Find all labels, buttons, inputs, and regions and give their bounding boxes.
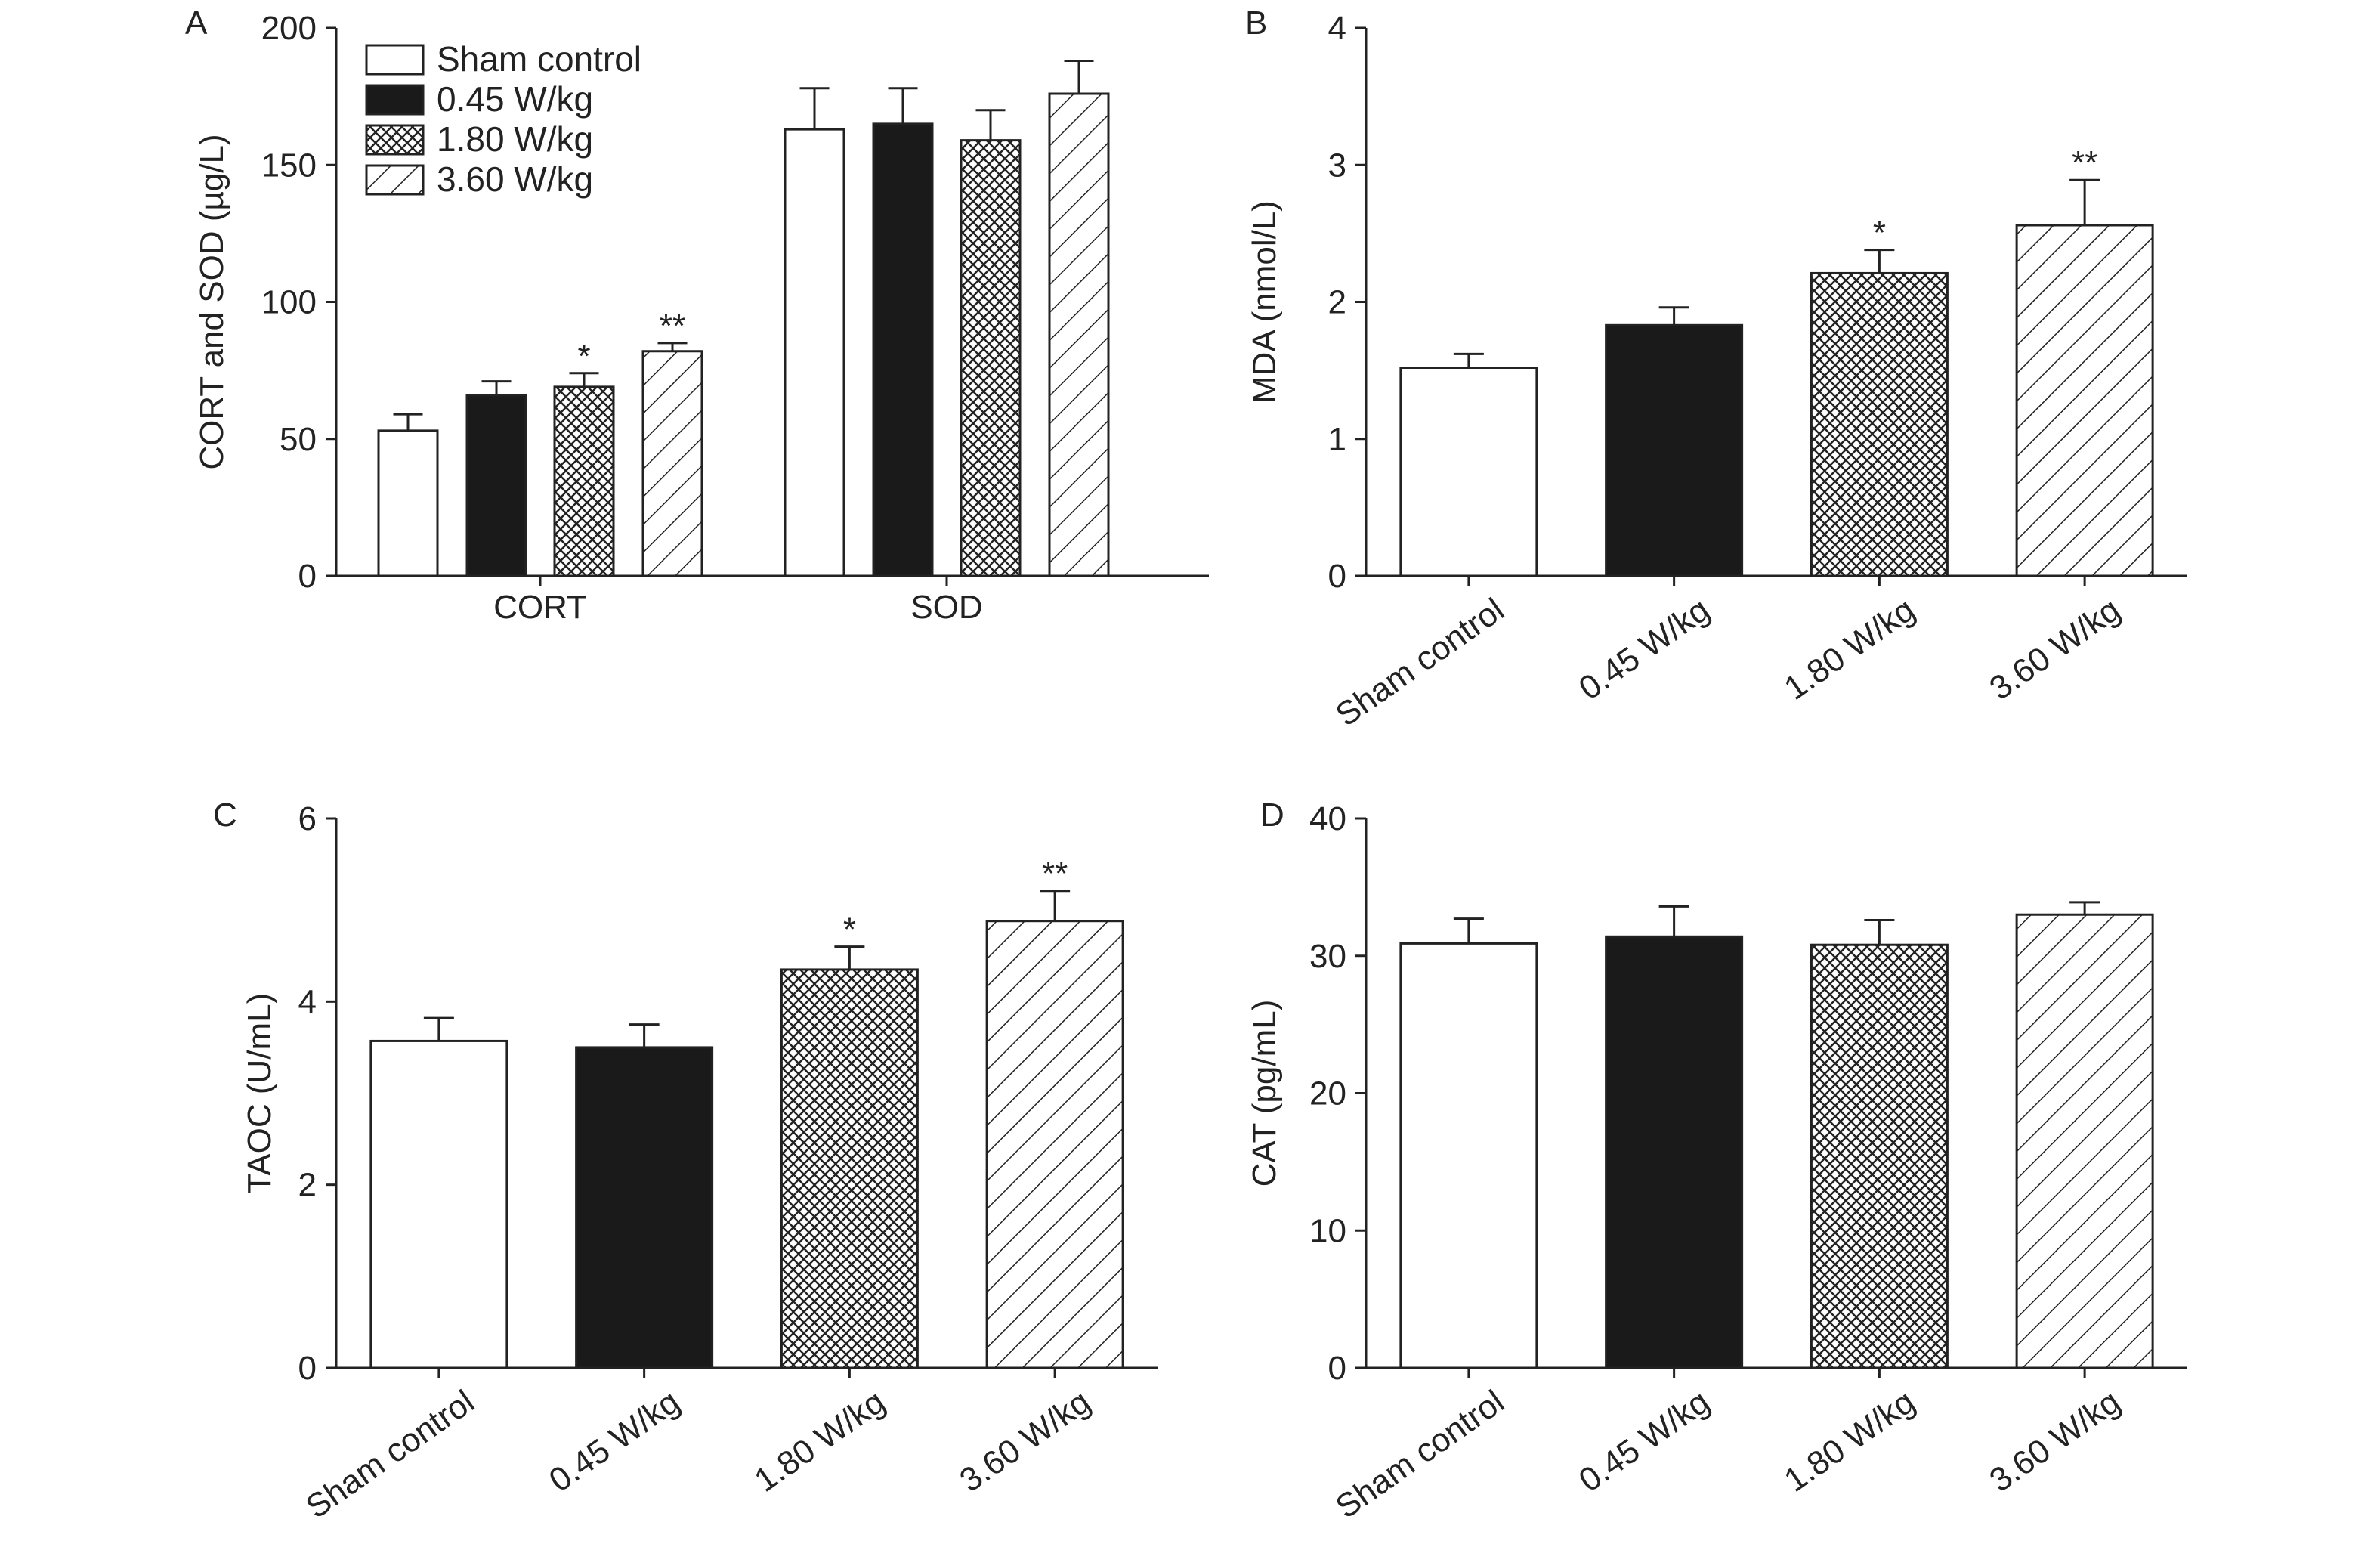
y-axis-label: CORT and SOD (µg/L): [193, 134, 230, 469]
y-tick-label: 0: [1328, 558, 1346, 595]
panel-label: B: [1245, 5, 1267, 42]
legend-label: 3.60 W/kg: [437, 159, 593, 199]
bar: [641, 350, 703, 577]
bar: [872, 122, 934, 577]
bar: [2015, 224, 2154, 577]
bar: [960, 139, 1022, 577]
bar: [1048, 92, 1110, 577]
y-tick-label: 30: [1309, 938, 1346, 975]
y-tick-label: 10: [1309, 1212, 1346, 1249]
bar: [369, 1039, 508, 1369]
bar: [1810, 943, 1949, 1369]
x-tick-label-0-45-w-kg: 0.45 W/kg: [1572, 591, 1716, 707]
y-tick-label: 100: [261, 284, 317, 321]
panel-b: 0 1 2 3 4 MDA (nmol/L) B Sham control 0.45 W/kg *…: [1245, 5, 2187, 734]
bar: [784, 128, 845, 577]
significance-label: *: [843, 911, 856, 948]
panel-label: A: [185, 5, 208, 42]
legend-label: 1.80 W/kg: [437, 119, 593, 159]
bar: [1605, 323, 1744, 577]
y-tick-label: 0: [298, 558, 317, 595]
legend-swatch: [365, 124, 425, 156]
panel-label: C: [213, 797, 237, 834]
bar: [575, 1046, 714, 1369]
panel-c: 0 2 4 6 TAOC (U/mL) C Sham control 0.45 W/kg * 1.…: [213, 797, 1158, 1526]
x-tick-label-1-80-w-kg: 1.80 W/kg: [748, 1383, 892, 1499]
y-tick-label: 0: [298, 1350, 317, 1387]
x-tick-label-3-60-w-kg: 3.60 W/kg: [1983, 1383, 2126, 1499]
bar: [553, 385, 615, 577]
bar: [1605, 935, 1744, 1369]
y-tick-label: 1: [1328, 421, 1346, 458]
y-axis-label: TAOC (U/mL): [241, 993, 278, 1194]
x-tick-label-3-60-w-kg: 3.60 W/kg: [1983, 591, 2126, 707]
significance-label: *: [577, 338, 590, 375]
x-tick-label-sham-control: Sham control: [299, 1383, 481, 1526]
significance-label: **: [1042, 855, 1068, 893]
panel-label: D: [1260, 797, 1284, 834]
bar: [465, 394, 527, 577]
x-tick-label-1-80-w-kg: 1.80 W/kg: [1778, 1383, 1921, 1499]
legend-swatch: [365, 84, 425, 116]
x-tick-label-3-60-w-kg: 3.60 W/kg: [953, 1383, 1096, 1499]
y-tick-label: 150: [261, 147, 317, 184]
bar: [1399, 367, 1538, 577]
legend-swatch: [365, 44, 425, 76]
y-tick-label: 3: [1328, 147, 1346, 184]
bar: [1810, 271, 1949, 577]
bar: [1399, 942, 1538, 1369]
bar: [780, 968, 919, 1369]
y-axis-label: MDA (nmol/L): [1246, 200, 1283, 404]
bar: [985, 920, 1124, 1369]
y-tick-label: 0: [1328, 1350, 1346, 1387]
legend-label: Sham control: [437, 39, 641, 79]
x-tick-label: CORT: [493, 589, 587, 626]
x-tick-label-1-80-w-kg: 1.80 W/kg: [1778, 591, 1921, 707]
y-tick-label: 40: [1309, 800, 1346, 837]
y-tick-label: 200: [261, 10, 317, 47]
x-tick-label-sham-control: Sham control: [1329, 1383, 1510, 1526]
x-tick-label-sham-control: Sham control: [1329, 591, 1510, 734]
y-tick-label: 2: [1328, 284, 1346, 321]
y-tick-label: 2: [298, 1167, 317, 1204]
x-tick-label: SOD: [910, 589, 982, 626]
x-tick-label-0-45-w-kg: 0.45 W/kg: [1572, 1383, 1716, 1499]
legend-label: 0.45 W/kg: [437, 79, 593, 119]
legend-swatch: [365, 164, 425, 196]
y-tick-label: 50: [280, 421, 317, 458]
significance-label: **: [660, 308, 685, 345]
bar: [377, 429, 439, 577]
y-tick-label: 6: [298, 800, 317, 837]
significance-label: **: [2072, 144, 2097, 181]
y-tick-label: 20: [1309, 1075, 1346, 1112]
x-tick-label-0-45-w-kg: 0.45 W/kg: [542, 1383, 686, 1499]
y-tick-label: 4: [1328, 10, 1346, 47]
y-axis-label: CAT (pg/mL): [1246, 1000, 1283, 1187]
bar: [2015, 913, 2154, 1369]
y-tick-label: 4: [298, 983, 317, 1020]
significance-label: *: [1873, 215, 1886, 252]
panel-d: 0 10 20 30 40 CAT (pg/mL) D Sham control 0.45 W/…: [1246, 797, 2187, 1526]
